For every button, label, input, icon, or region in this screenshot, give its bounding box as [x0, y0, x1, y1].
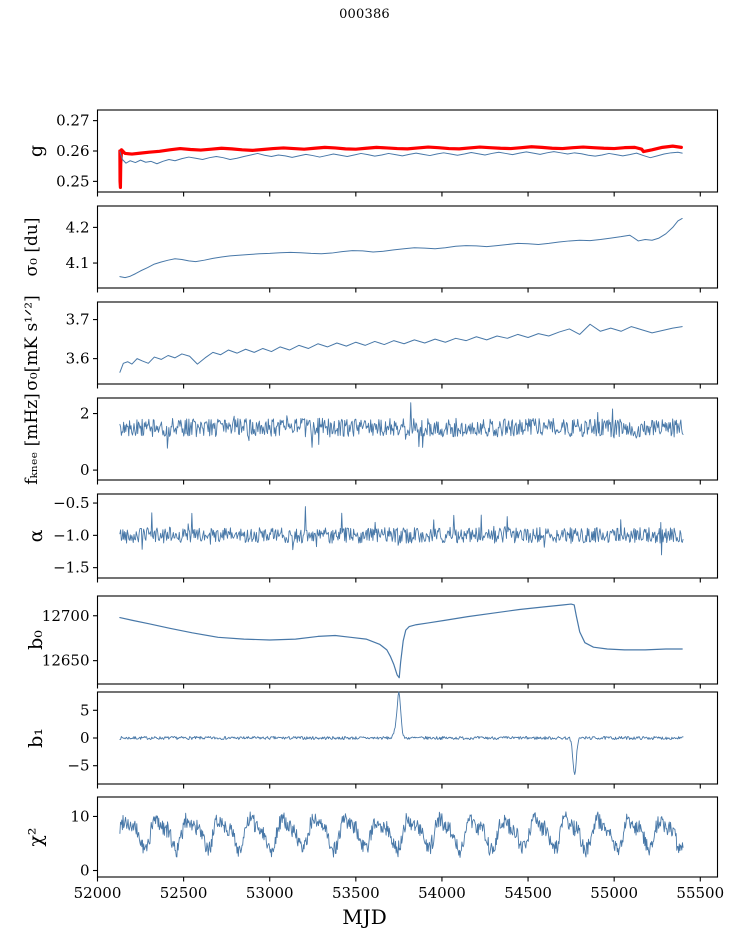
series-fknee [119, 402, 684, 449]
x-tick-label: 55500 [676, 884, 724, 902]
y-tick-label: 0 [80, 862, 90, 880]
series-alpha [119, 506, 684, 556]
series-sigma0-du [119, 217, 683, 279]
panel-g-red: 0.25 0.26 0.27 [56, 109, 719, 197]
y-axis-label-fknee: fₖₙₑₑ [mHz] [22, 393, 42, 485]
y-tick-label: 4.2 [66, 218, 90, 236]
y-tick-label: 10 [70, 807, 89, 825]
y-tick-label: 3.7 [66, 311, 90, 329]
figure-title: 000386 [339, 7, 390, 22]
y-axis-label-alpha: α [25, 529, 47, 542]
y-tick-label: −0.5 [53, 494, 89, 512]
x-tick-label: 52500 [160, 884, 208, 902]
panel-sigma0-du: 4.1 4.2 [66, 205, 719, 293]
y-axis-label-b0: b₀ [25, 630, 47, 650]
series-chi2 [119, 811, 684, 858]
y-tick-label: 12650 [42, 652, 90, 670]
x-tick-label: 52000 [74, 884, 122, 902]
series-g-blue [119, 151, 683, 165]
x-tick-label: 53500 [332, 884, 380, 902]
y-tick-label: 0.26 [56, 142, 89, 160]
y-tick-label: 2 [80, 405, 90, 423]
series-b1 [119, 691, 684, 775]
panel-b1: −5 0 5 [67, 691, 719, 789]
x-tick-label: 53000 [246, 884, 294, 902]
y-axis-label-b1: b₁ [25, 728, 47, 748]
series-g-red [118, 144, 683, 190]
y-tick-label: 0 [80, 461, 90, 479]
x-tick-label: 55000 [590, 884, 638, 902]
y-tick-label: 0.27 [56, 112, 89, 130]
panel-sigma0-mk: 3.6 3.7 [66, 301, 719, 389]
y-tick-label: 12700 [42, 607, 90, 625]
y-tick-label: −1.0 [53, 526, 89, 544]
y-tick-label: 4.1 [66, 254, 90, 272]
panel-b0: 12650 12700 [42, 595, 719, 689]
y-axis-label-sigma0-du: σ₀ [du] [22, 218, 42, 277]
x-axis-label: MJD [342, 905, 387, 929]
series-sigma0-mk [119, 323, 683, 373]
x-tick-label: 54000 [418, 884, 466, 902]
panel-fknee: 02 [80, 397, 719, 485]
series-b0 [119, 603, 683, 679]
y-tick-label: 0.25 [56, 172, 89, 190]
y-axis-label-chi2: χ² [25, 827, 47, 846]
y-tick-label: −5 [67, 757, 89, 775]
y-tick-label: 5 [80, 701, 90, 719]
x-tick-label: 54500 [504, 884, 552, 902]
y-axis-label-g-red: g [25, 145, 47, 157]
panel-chi2: 0 10 52000 52500 53000 53500 54000 54500 55000 55… [70, 796, 724, 902]
panel-alpha: −0.5 −1.0 −1.5 [53, 493, 719, 583]
y-tick-label: 3.6 [66, 350, 90, 368]
y-tick-label: −1.5 [53, 559, 89, 577]
y-axis-label-sigma0-mk: σ₀[mK s¹ᐟ²] [22, 295, 42, 390]
y-tick-label: 0 [80, 729, 90, 747]
